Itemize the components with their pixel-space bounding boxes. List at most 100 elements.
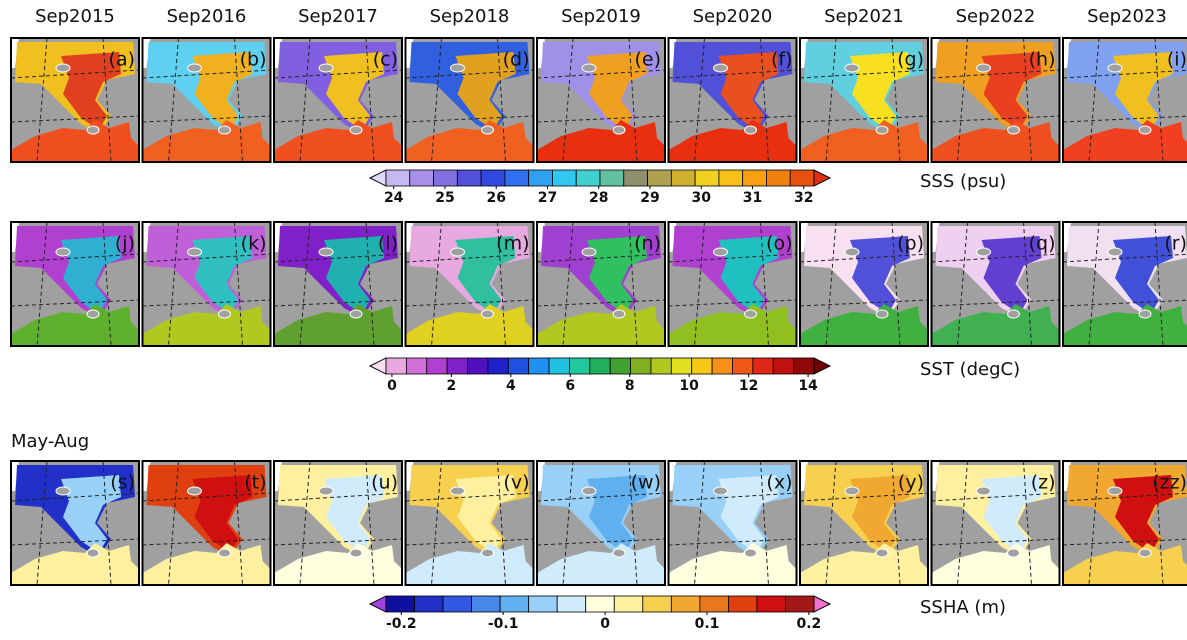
map-panel: (a): [10, 37, 140, 163]
colorbar-swatch: [442, 595, 473, 613]
grid-line: [536, 115, 666, 123]
sea-lower: [537, 120, 665, 162]
colorbar-swatch: [504, 169, 530, 187]
colorbar-swatch: [789, 169, 815, 187]
panel-label: (c): [373, 49, 398, 71]
colorbar-swatch: [575, 169, 601, 187]
colorbar-tick-label: -0.1: [488, 616, 519, 632]
map-panel: (x): [667, 460, 798, 586]
sea-lower: [142, 120, 271, 162]
colorbar-tick-label: 29: [640, 190, 659, 206]
colorbar-tick-label: 2: [447, 378, 457, 394]
panel-label: (k): [241, 233, 267, 255]
colorbar-swatch: [711, 357, 733, 375]
panel-frame: [1062, 37, 1187, 163]
grid-line: [273, 538, 403, 546]
grid-line: [142, 492, 271, 502]
colorbar-tick-label: 24: [384, 190, 404, 206]
map-panel: (zz): [1062, 460, 1187, 586]
colorbar-swatch: [670, 169, 696, 187]
sea-upper-inner: [587, 236, 647, 314]
island: [612, 125, 626, 135]
panel-label: (z): [1031, 472, 1056, 494]
map-panel: (n): [536, 221, 666, 347]
sea-lower: [800, 543, 928, 585]
map-panel: (l): [273, 221, 403, 347]
panel-label: (f): [771, 49, 793, 71]
map-panel: (r): [1062, 221, 1187, 347]
column-label: Sep2020: [693, 6, 773, 27]
map-panel: (j): [10, 221, 140, 347]
colorbar-swatch: [480, 169, 506, 187]
sea-lower: [1063, 120, 1187, 162]
colorbar-swatch: [528, 357, 550, 375]
panel-label: (p): [897, 233, 924, 255]
colorbar-end: [368, 357, 387, 375]
map-panel: (o): [667, 221, 798, 347]
panel-label: (u): [371, 472, 398, 494]
grid-line: [405, 253, 534, 263]
grid-line: [536, 538, 666, 546]
grid-line: [10, 492, 140, 502]
grid-line: [142, 299, 271, 307]
grid-line: [668, 69, 797, 79]
colorbar-swatch: [585, 595, 615, 613]
sea-lower: [931, 120, 1060, 162]
grid-line: [142, 538, 271, 546]
colorbar-end: [813, 595, 832, 613]
grid-line: [273, 69, 403, 79]
sea-lower: [668, 120, 797, 162]
map-panel: (s): [10, 460, 140, 586]
map-panel: (d): [404, 37, 535, 163]
column-label: Sep2015: [35, 6, 115, 27]
sea-upper-inner: [324, 236, 384, 314]
grid-line: [536, 253, 666, 263]
grid-line: [668, 538, 797, 546]
panel-frame: [404, 460, 535, 586]
sea-upper-inner: [587, 475, 647, 553]
colorbar-swatch: [772, 357, 795, 375]
grid-line: [1062, 115, 1187, 123]
island: [86, 548, 100, 558]
grid-line: [10, 115, 140, 123]
column-label: Sep2023: [1087, 6, 1167, 27]
column-label: Sep2019: [561, 6, 641, 27]
grid-line: [799, 492, 929, 502]
island: [1107, 247, 1123, 257]
colorbar-tick-label: 0: [387, 378, 397, 394]
colorbar-tick-label: 31: [743, 190, 762, 206]
colorbar-swatch: [433, 169, 458, 187]
grid-line: [799, 538, 929, 546]
sea-lower: [142, 543, 271, 585]
panel-label: (n): [634, 233, 661, 255]
island: [976, 486, 991, 496]
grid-line: [142, 115, 271, 123]
grid-line: [668, 299, 797, 307]
island: [713, 63, 728, 73]
sea-upper-inner: [850, 52, 910, 130]
colorbar-tick-label: 32: [794, 190, 813, 206]
panel-label: (t): [244, 472, 266, 494]
column-label: Sep2016: [167, 6, 247, 27]
sea-lower: [274, 120, 402, 162]
grid-line: [931, 69, 1060, 79]
sea-upper-inner: [455, 236, 516, 314]
sea-upper-inner: [455, 475, 516, 553]
grid-line: [799, 69, 929, 79]
panel-frame: [930, 221, 1061, 347]
grid-line: [405, 69, 534, 79]
colorbar-end: [813, 169, 832, 187]
sea-upper-inner: [61, 236, 121, 314]
colorbar-tick-label: 4: [506, 378, 516, 394]
colorbar-swatch: [467, 357, 489, 375]
island: [318, 63, 334, 73]
panel-label: (zz): [1152, 472, 1187, 494]
island: [55, 63, 71, 73]
sea-upper-inner: [324, 475, 384, 553]
island: [875, 548, 889, 558]
map-panel: (t): [141, 460, 272, 586]
map-panel: (m): [404, 221, 535, 347]
grid-line: [931, 538, 1060, 546]
island: [744, 309, 757, 319]
grid-line: [10, 253, 140, 263]
